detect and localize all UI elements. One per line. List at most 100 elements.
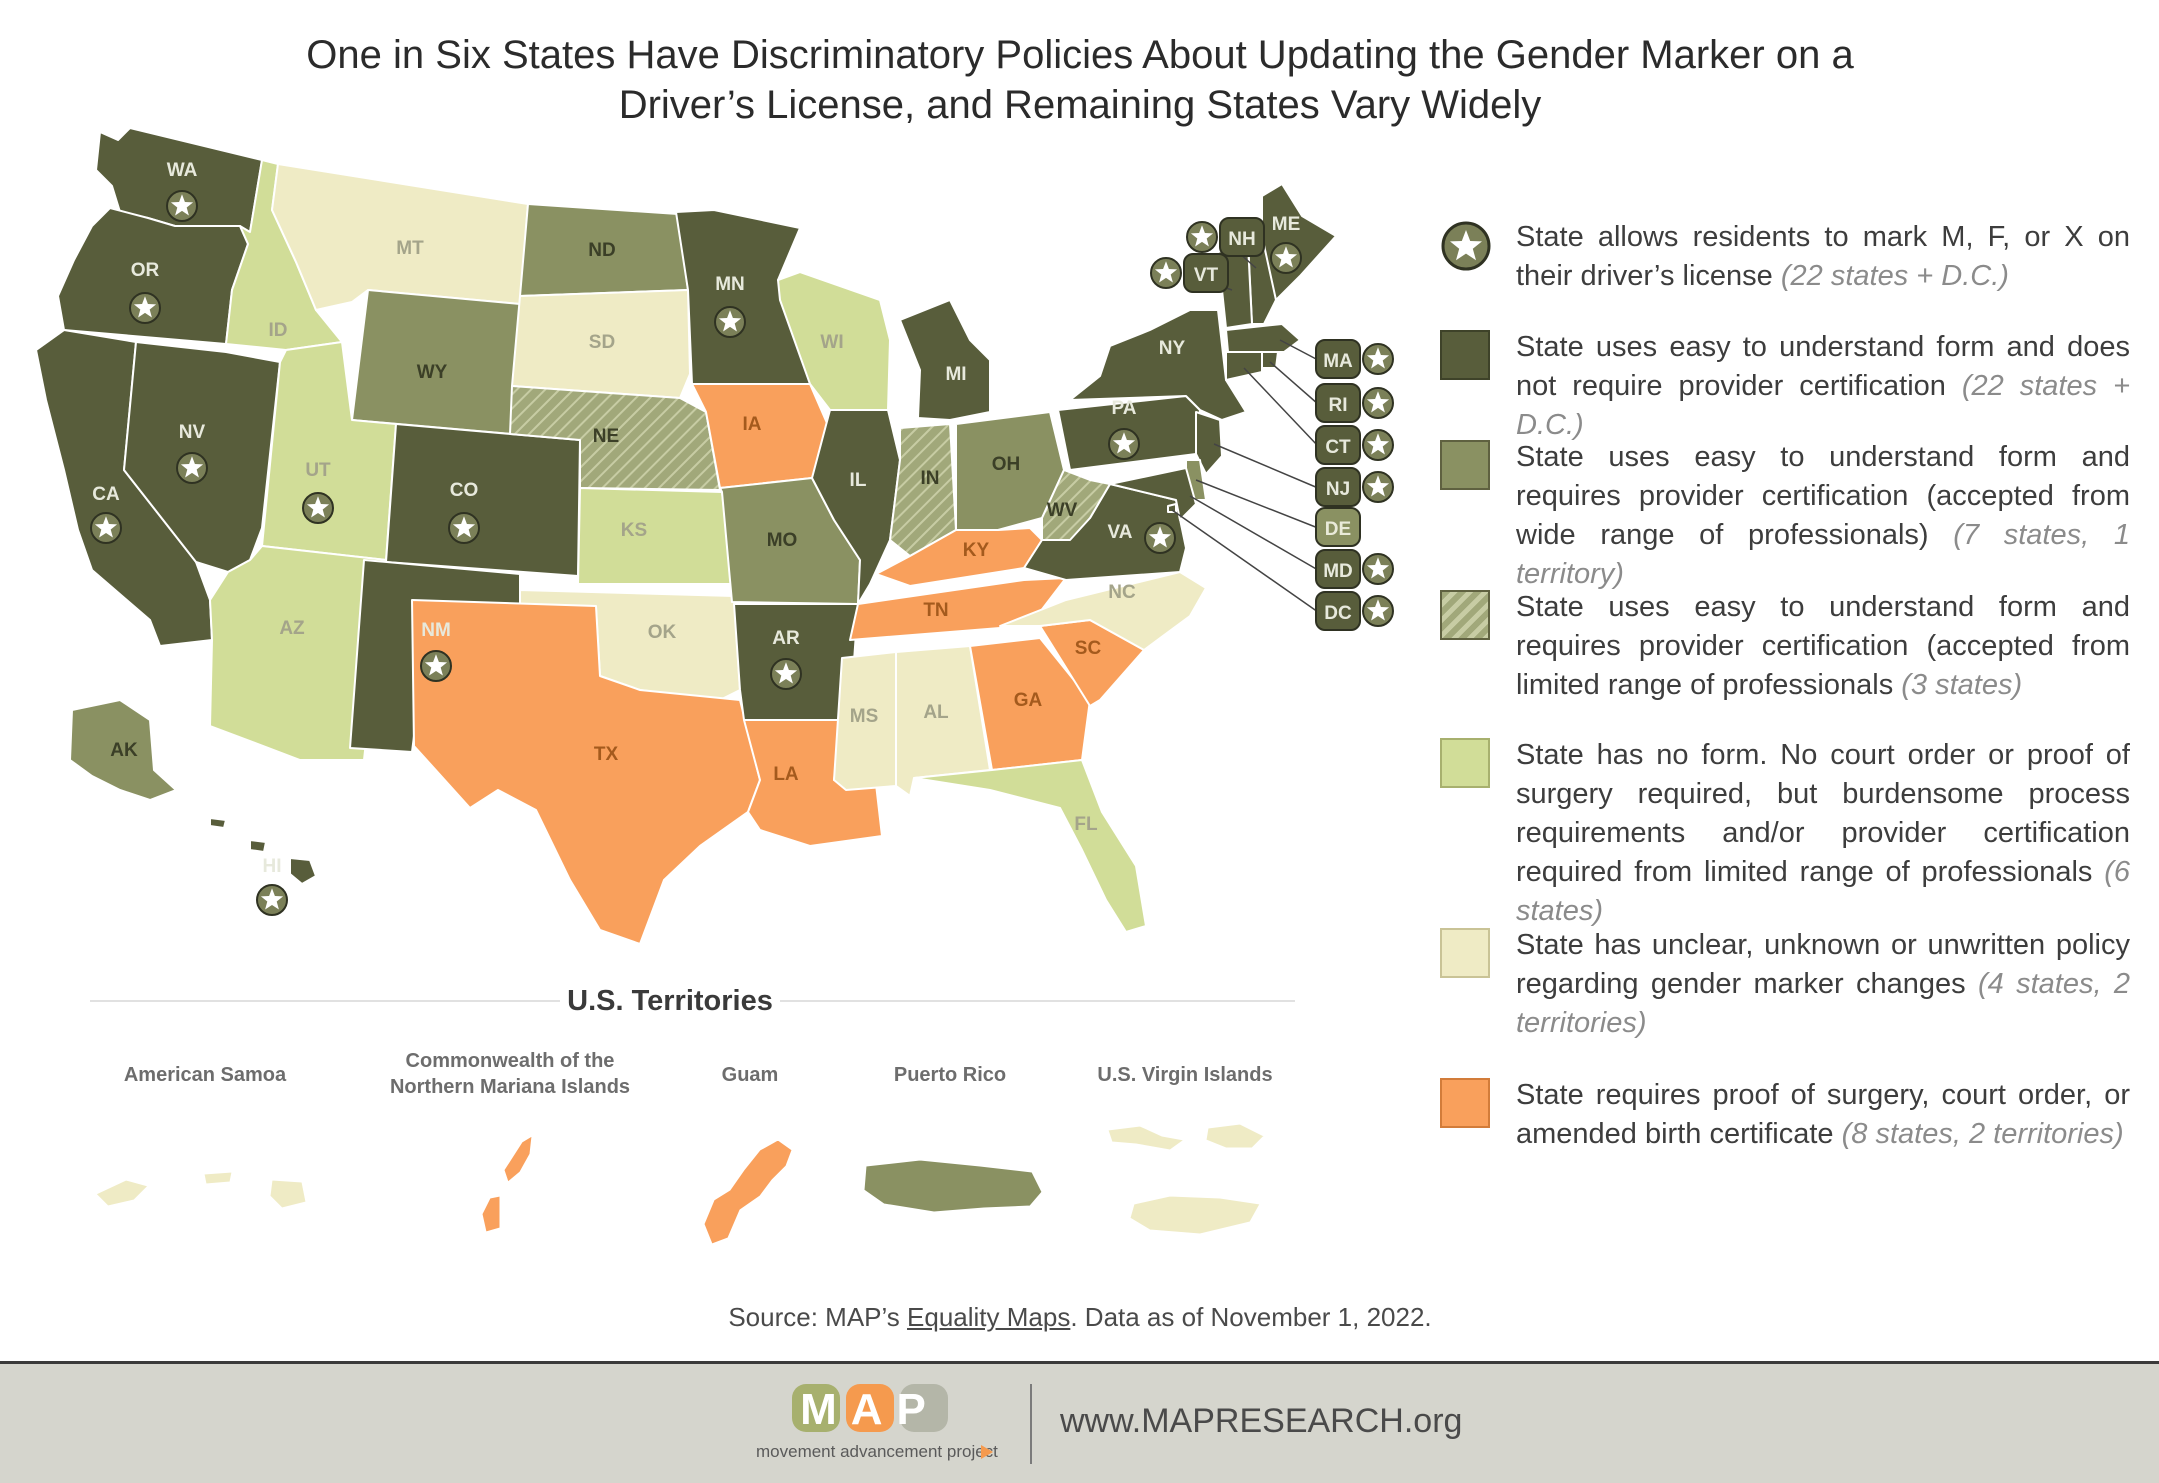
state-ct[interactable] [1225,351,1263,381]
callout-box-de[interactable] [1315,507,1361,547]
star-icon-nv [176,452,208,484]
state-ga[interactable] [969,637,1091,771]
map-logo: MAP [792,1384,948,1434]
source-suffix: . Data as of November 1, 2022. [1070,1302,1432,1332]
state-label-nd: ND [588,240,615,261]
territory-northern-mariana-islands[interactable] [481,1135,533,1233]
legend-text-light-green: State has no form. No court order or pro… [1516,736,2130,931]
state-label-oh: OH [992,454,1021,475]
legend-swatch-dark [1440,330,1490,380]
state-md[interactable] [1109,467,1197,521]
state-wi[interactable] [777,271,891,411]
territory-american-samoa[interactable] [95,1171,307,1209]
callout-line-dc [1171,509,1319,613]
callout-box-vt[interactable] [1183,253,1229,293]
states-layer [35,127,1337,945]
legend-desc-medium: State uses easy to understand form and r… [1516,441,2130,551]
state-ma[interactable] [1225,323,1301,353]
state-ri[interactable] [1261,351,1279,369]
legend-text-cream: State has unclear, unknown or unwritten … [1516,926,2130,1043]
state-label-wy: WY [417,362,448,383]
state-sd[interactable] [511,289,691,399]
state-label-ms: MS [850,706,879,727]
footer-url[interactable]: www.MAPRESEARCH.org [1060,1402,1463,1440]
state-wv[interactable] [1041,469,1111,541]
territory-label-american-samoa: American Samoa [123,1064,287,1086]
state-co[interactable] [385,423,581,577]
territory-label-guam: Guam [721,1064,779,1086]
state-label-la: LA [773,764,799,785]
footer-tagline: movement advancement project [756,1442,998,1461]
state-mi[interactable] [899,299,991,421]
state-tn[interactable] [849,577,1067,641]
state-label-or: OR [131,260,160,281]
state-ks[interactable] [577,487,733,585]
state-ak[interactable] [69,699,177,801]
state-label-al: AL [923,702,949,723]
state-mt[interactable] [271,163,529,311]
callout-box-ri[interactable] [1315,383,1361,423]
star-icon-me [1270,242,1302,274]
legend-swatch-light-green [1440,738,1490,788]
state-label-mn: MN [715,274,745,295]
labels-layer: WA OR CA NV ID MT WY UT AZ CO NM ND SD NE KS OK TX MN IA MO… [90,160,1394,916]
state-label-ca: CA [92,484,120,505]
state-ms[interactable] [833,651,897,791]
legend-note-medium: (7 states, 1 territory) [1516,519,2130,590]
callout-box-ct[interactable] [1315,425,1361,465]
state-label-md: MD [1323,561,1353,582]
state-hi[interactable] [209,817,317,885]
territory-guam[interactable] [703,1139,793,1245]
footer: MAP movement advancement project www.MAP… [0,1361,2159,1483]
territory-us-virgin-islands[interactable] [1107,1123,1265,1235]
star-icon-vt [1150,257,1182,289]
star-icon-mn [714,306,746,338]
state-il[interactable] [811,409,901,605]
territory-label-virgin-islands: U.S. Virgin Islands [1097,1064,1273,1086]
state-ky[interactable] [875,527,1043,587]
legend-note-cream: (4 states, 2 territories) [1516,968,2130,1039]
state-label-wi: WI [820,332,843,353]
legend-swatch-medium [1440,440,1490,490]
state-label-ri: RI [1329,395,1348,416]
callout-box-md[interactable] [1315,549,1361,589]
state-label-hi: HI [263,856,282,877]
callout-box-nj[interactable] [1315,467,1361,507]
state-ny[interactable] [1069,309,1247,421]
callout-box-ma[interactable] [1315,339,1361,379]
legend-swatch-hatch [1440,590,1490,640]
state-label-nv: NV [179,422,206,443]
star-icon-nj [1362,471,1394,503]
source-note: Source: MAP’s Equality Maps. Data as of … [560,1302,1600,1333]
map-title: One in Six States Have Discriminatory Po… [200,30,1960,130]
legend-text-orange: State requires proof of surgery, court o… [1516,1076,2130,1154]
territories-layer [95,1123,1265,1245]
territory-puerto-rico[interactable] [863,1159,1043,1213]
state-label-tn: TN [923,600,948,621]
legend-text-medium: State uses easy to understand form and r… [1516,438,2130,594]
star-icon-ar [770,658,802,690]
state-tx[interactable] [411,599,761,945]
state-label-ar: AR [772,628,800,649]
star-icon-va [1144,522,1176,554]
legend-note-star: (22 states + D.C.) [1780,260,2009,292]
title-line-2: Driver’s License, and Remaining States V… [618,83,1542,127]
state-fl[interactable] [913,759,1147,933]
state-nc[interactable] [999,571,1207,651]
territories-rule-right [780,1000,1295,1002]
star-icon-ut [302,492,334,524]
legend-text-star: State allows residents to mark M, F, or … [1516,218,2130,296]
state-nj[interactable] [1195,411,1223,475]
state-label-ct: CT [1325,437,1351,458]
state-label-in: IN [921,468,940,489]
callout-box-dc[interactable] [1315,591,1361,631]
callout-box-nh[interactable] [1219,217,1265,257]
legend-desc-light-green: State has no form. No court order or pro… [1516,739,2130,888]
state-label-nj: NJ [1326,479,1350,500]
equality-maps-link[interactable]: Equality Maps [907,1302,1071,1332]
callout-line-ct [1243,367,1319,447]
star-icon-ct [1362,429,1394,461]
state-label-nm: NM [421,620,451,641]
state-label-me: ME [1272,214,1301,235]
territory-label-puerto-rico: Puerto Rico [893,1064,1007,1086]
